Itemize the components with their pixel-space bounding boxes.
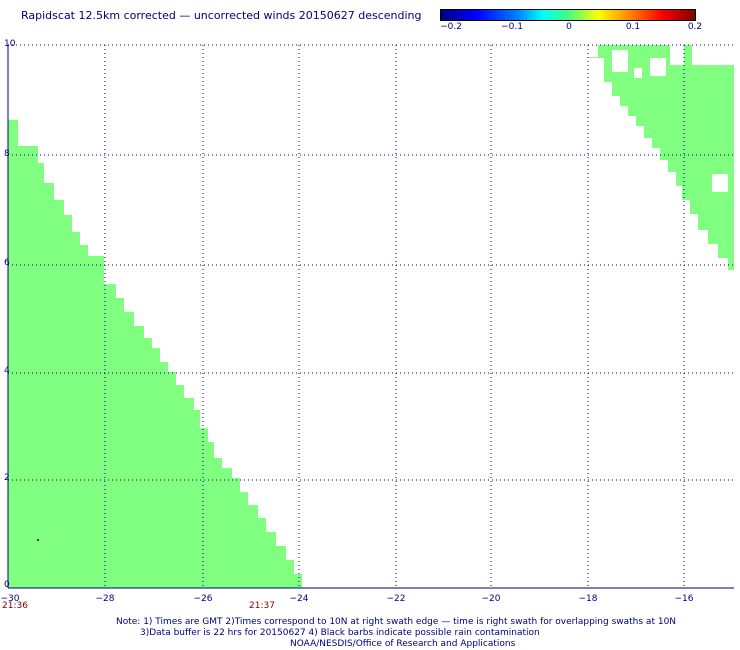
swath-gap <box>590 58 604 68</box>
x-tick-label: −30 <box>0 594 20 604</box>
swath-gap <box>650 58 666 76</box>
swath-gap <box>634 68 642 78</box>
y-tick-label: 6 <box>4 258 10 268</box>
lat-lon-grid <box>8 44 734 588</box>
right-margin <box>734 0 740 600</box>
swath-gap <box>692 45 734 65</box>
swath-gap <box>584 45 598 57</box>
swath-gap <box>612 50 628 72</box>
swath-right <box>584 45 734 270</box>
swath-left <box>8 120 302 588</box>
swath-gap <box>712 174 728 192</box>
y-tick-label: 2 <box>4 473 10 483</box>
y-tick-label: 8 <box>4 149 10 159</box>
x-tick-label: −18 <box>578 594 598 604</box>
note-line-3: NOAA/NESDIS/Office of Research and Appli… <box>290 639 516 649</box>
y-tick-label: 4 <box>4 366 10 376</box>
y-tick-label: 10 <box>4 39 16 49</box>
x-tick-label: −16 <box>674 594 694 604</box>
colorbar-label: 0 <box>566 22 572 32</box>
x-tick-label: −28 <box>95 594 115 604</box>
note-line-1: Note: 1) Times are GMT 2)Times correspon… <box>116 617 677 627</box>
barb-dot <box>37 539 39 541</box>
colorbar-label: −0.1 <box>501 22 523 32</box>
colorbar-label: 0.2 <box>687 22 703 32</box>
x-tick-label: −26 <box>193 594 213 604</box>
colorbar <box>440 9 696 21</box>
colorbar-label: 0.1 <box>625 22 641 32</box>
time-label-right: 21:37 <box>249 601 275 611</box>
note-line-2: 3)Data buffer is 22 hrs for 20150627 4) … <box>140 628 540 638</box>
x-tick-label: −22 <box>386 594 406 604</box>
y-tick-label: 0 <box>4 580 10 590</box>
colorbar-label: −0.2 <box>440 22 462 32</box>
time-label-left: 21:36 <box>2 601 28 611</box>
swath-gap <box>670 45 684 65</box>
swath-data <box>8 45 734 588</box>
x-tick-label: −24 <box>289 594 309 604</box>
map-title: Rapidscat 12.5km corrected — uncorrected… <box>21 9 422 22</box>
x-tick-label: −20 <box>481 594 501 604</box>
